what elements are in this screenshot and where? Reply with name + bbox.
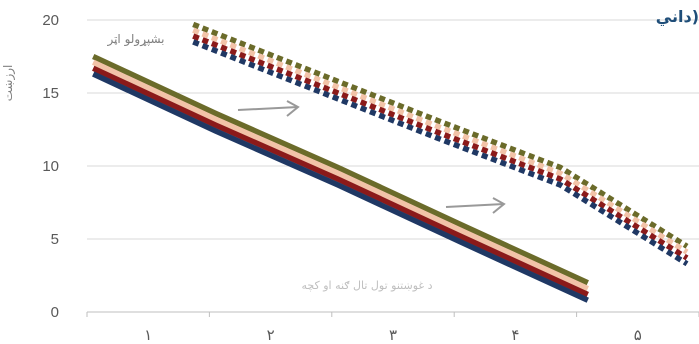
y-axis-tick-labels: 0 5 10 15 20 (42, 12, 59, 321)
trend-arrow-lower (445, 203, 505, 208)
trend-arrow-upper-head (286, 100, 300, 117)
solid-series-line-4 (92, 71, 589, 303)
gridlines (87, 19, 699, 240)
upper-series-label: بشپړولو اټر (106, 32, 164, 47)
y-tick-label: 10 (42, 158, 59, 175)
y-tick-label: 0 (51, 304, 59, 321)
y-tick-label: 20 (42, 12, 59, 29)
dashed-series-line-1 (192, 21, 689, 249)
x-tick-label: ۵ (634, 327, 642, 344)
trend-arrow-lower-head (492, 197, 506, 214)
x-tick-label: ١ (144, 327, 152, 344)
dashed-series-line-2 (192, 27, 689, 255)
dashed-series-line-4 (192, 39, 689, 267)
trend-arrow-upper (237, 106, 299, 111)
trend-arrows (237, 100, 506, 214)
y-axis-label: ارزښت (1, 65, 16, 102)
y-tick-label: 15 (42, 85, 59, 102)
x-tick-label: ٢ (267, 327, 275, 344)
x-tick-label: ٣ (389, 327, 397, 344)
chart-title: داني) (656, 7, 699, 27)
x-tick-label: ۴ (511, 327, 519, 344)
y-tick-label: 5 (51, 231, 59, 248)
series-lines (92, 21, 689, 303)
lower-series-label: د غوښتنو تول تال ګنه او کچه (301, 279, 432, 292)
solid-series-line-1 (92, 54, 589, 286)
dashed-series-line-3 (192, 33, 689, 261)
solid-series-line-2 (92, 59, 589, 292)
x-axis-tick-labels: ١ ٢ ٣ ۴ ۵ (144, 327, 642, 344)
solid-series-line-3 (92, 65, 589, 297)
x-axis (86, 311, 699, 317)
